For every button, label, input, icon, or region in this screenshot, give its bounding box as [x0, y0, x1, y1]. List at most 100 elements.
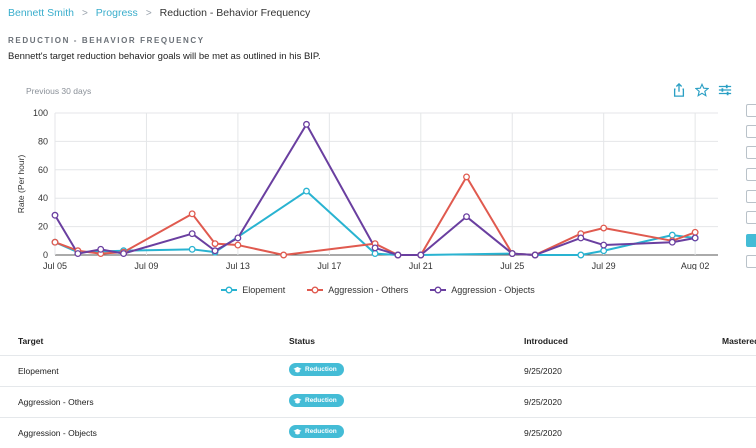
data-point: [668, 231, 676, 239]
data-point: [211, 240, 219, 248]
data-point: [188, 230, 196, 238]
y-tick-label: 60: [38, 165, 48, 175]
legend-marker-icon: [221, 286, 238, 294]
target-name: Elopement: [18, 366, 59, 376]
data-point: [463, 213, 470, 221]
data-point: [508, 250, 516, 258]
status-badge-label: Reduction: [305, 397, 337, 404]
x-tick-label: Aug 02: [681, 261, 710, 270]
selector-checkbox[interactable]: [746, 168, 756, 181]
target-name: Aggression - Objects: [18, 428, 97, 438]
introduced-date: 9/25/2020: [524, 366, 562, 376]
status-badge: Reduction: [289, 425, 344, 438]
table-row[interactable]: Aggression - Objects Reduction 9/25/2020: [0, 417, 756, 448]
data-point: [600, 241, 608, 249]
x-tick-label: Jul 17: [317, 261, 341, 270]
settings-icon[interactable]: [718, 83, 732, 97]
selector-checkbox[interactable]: [746, 146, 756, 159]
legend-item[interactable]: Aggression - Others: [307, 285, 408, 295]
legend-label: Elopement: [242, 285, 286, 295]
x-tick-label: Jul 29: [592, 261, 616, 270]
target-name: Aggression - Others: [18, 397, 94, 407]
data-point: [691, 228, 699, 236]
breadcrumb-link-progress[interactable]: Progress: [95, 7, 138, 19]
header-target: Target: [18, 336, 44, 346]
table-header: Target Status Introduced Mastered: [0, 330, 756, 352]
y-tick-label: 0: [43, 250, 48, 260]
data-point: [280, 251, 288, 259]
y-tick-label: 100: [33, 108, 48, 118]
introduced-date: 9/25/2020: [524, 397, 562, 407]
selector-checkbox[interactable]: [746, 211, 756, 224]
data-point: [97, 245, 105, 253]
legend-item[interactable]: Aggression - Objects: [430, 285, 535, 295]
x-tick-label: Jul 09: [134, 261, 158, 270]
x-tick-label: Jul 25: [500, 261, 524, 270]
data-point: [188, 210, 196, 218]
x-tick-label: Jul 21: [409, 261, 433, 270]
y-tick-label: 20: [38, 222, 48, 232]
chart-toolbar: [672, 83, 732, 97]
y-tick-label: 40: [38, 193, 48, 203]
breadcrumb-current: Reduction - Behavior Frequency: [159, 7, 311, 19]
selector-checkbox[interactable]: [746, 104, 756, 117]
graduation-cap-icon: [293, 397, 302, 403]
data-point: [600, 247, 608, 255]
selector-checkbox[interactable]: [746, 125, 756, 138]
data-point: [188, 245, 196, 253]
status-badge: Reduction: [289, 394, 344, 407]
data-point: [600, 224, 608, 232]
legend-marker-icon: [307, 286, 324, 294]
x-tick-label: Jul 13: [226, 261, 250, 270]
graduation-cap-icon: [293, 428, 302, 434]
star-icon[interactable]: [695, 83, 709, 97]
header-status: Status: [289, 336, 315, 346]
x-tick-label: Jul 05: [43, 261, 67, 270]
data-point: [120, 250, 128, 258]
graduation-cap-icon: [293, 366, 302, 372]
table-row[interactable]: Aggression - Others Reduction 9/25/2020: [0, 386, 756, 417]
chart-legend: Elopement Aggression - Others Aggression -…: [0, 285, 756, 295]
data-point: [417, 251, 425, 259]
data-point: [51, 211, 59, 219]
series-line: [54, 123, 696, 256]
status-badge-label: Reduction: [305, 428, 337, 435]
share-icon[interactable]: [672, 83, 686, 97]
legend-label: Aggression - Others: [328, 285, 409, 295]
data-point: [531, 251, 539, 259]
header-mastered: Mastered: [722, 336, 756, 346]
data-point: [691, 234, 699, 242]
data-point: [234, 241, 242, 249]
y-tick-label: 80: [38, 136, 48, 146]
section-description: Bennett's target reduction behavior goal…: [8, 51, 321, 62]
data-point: [74, 250, 82, 258]
chevron-right-icon: >: [81, 7, 88, 19]
status-badge: Reduction: [289, 363, 344, 376]
line-chart: 0 20 40 60 80 100 Jul 05 Jul 09 Jul 13 Jul 17 Jul …: [16, 108, 718, 270]
introduced-date: 9/25/2020: [524, 428, 562, 438]
selector-checkbox[interactable]: [746, 190, 756, 203]
data-point: [371, 250, 379, 258]
data-point: [371, 244, 379, 252]
header-introduced: Introduced: [524, 336, 568, 346]
legend-item[interactable]: Elopement: [221, 285, 285, 295]
period-label: Previous 30 days: [26, 86, 92, 96]
data-point: [394, 251, 402, 259]
data-point: [577, 251, 585, 259]
table-row[interactable]: Elopement Reduction 9/25/2020: [0, 355, 756, 386]
data-point: [303, 120, 310, 128]
section-heading: REDUCTION - BEHAVIOR FREQUENCY: [8, 36, 205, 45]
status-badge-label: Reduction: [305, 366, 337, 373]
data-point: [463, 173, 470, 181]
selector-checkbox[interactable]: [746, 255, 756, 268]
data-point: [577, 234, 585, 242]
chevron-right-icon: >: [145, 7, 152, 19]
y-axis-label: Rate (Per hour): [16, 155, 26, 214]
breadcrumb: Bennett Smith > Progress > Reduction - B…: [8, 7, 310, 19]
data-point: [303, 187, 310, 195]
data-point: [234, 234, 242, 242]
breadcrumb-link-student[interactable]: Bennett Smith: [8, 7, 74, 19]
legend-marker-icon: [430, 286, 447, 294]
selector-checkbox-selected[interactable]: [746, 234, 756, 247]
legend-label: Aggression - Objects: [451, 285, 535, 295]
